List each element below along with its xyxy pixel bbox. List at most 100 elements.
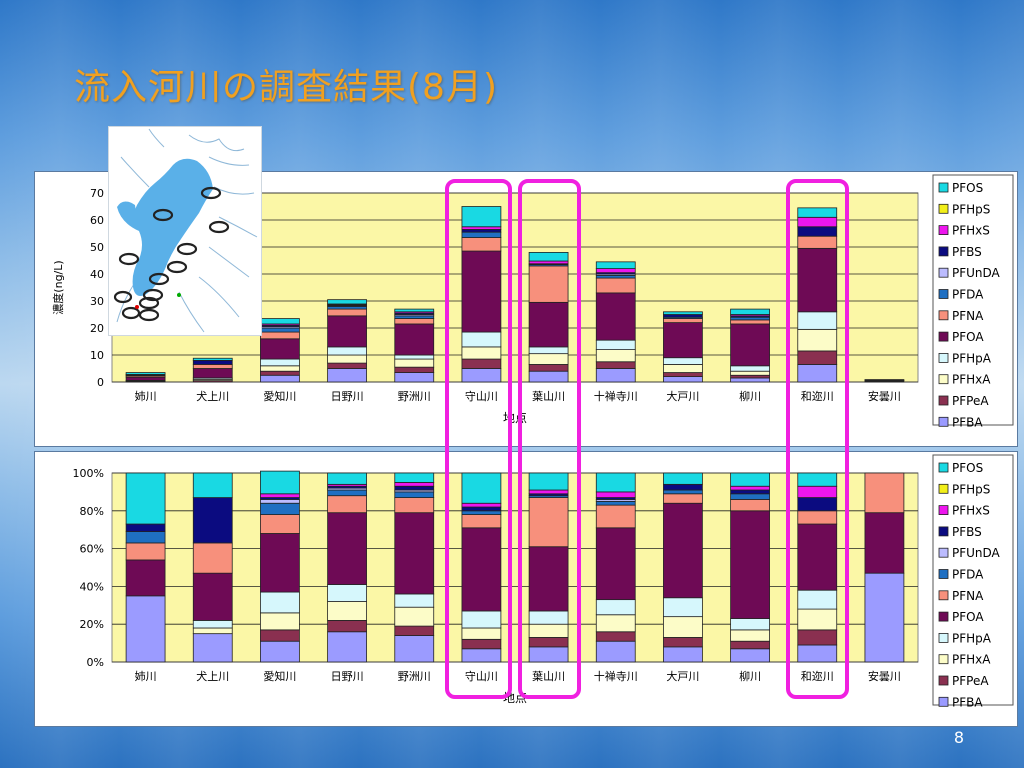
bar-echi-pfoa (260, 338, 300, 360)
bar-wani-pfos (797, 472, 838, 487)
x-tick-label: 犬上川 (196, 669, 229, 683)
bar-echi-pfda (260, 502, 300, 515)
bar-hayama-pfna (528, 265, 569, 303)
bar-anegawa-pfba (125, 595, 166, 663)
bar-yanagi-pfba (730, 648, 770, 663)
x-tick-label: 大戸川 (666, 389, 699, 403)
bar-inukami-pfos (192, 357, 233, 361)
bar-yanagi-pfna (730, 319, 770, 325)
bar-daido-pfos (663, 472, 703, 485)
bar-jyuzenji-pfhpa (595, 599, 636, 616)
bar-echi-pfba (260, 374, 300, 383)
bar-anegawa-pfda (125, 531, 166, 544)
legend-swatch-pfhpa (938, 352, 949, 363)
legend-label-pfhps: PFHpS (952, 482, 990, 496)
bar-yasu-pfhxs (394, 482, 435, 487)
plot-area (111, 472, 919, 663)
x-tick-label: 十禅寺川 (594, 389, 638, 403)
legend-label-pfhxa: PFHxA (952, 373, 991, 387)
bar-yasu-pfpea (394, 625, 435, 636)
legend-swatch-pfunda (938, 267, 949, 278)
bar-jyuzenji-pfos (595, 472, 636, 493)
x-tick-label: 安曇川 (868, 389, 901, 403)
highlight-box-moriyama (445, 179, 512, 699)
bar-yanagi-pfhxs (730, 485, 770, 491)
legend-swatch-pfos (938, 182, 949, 193)
bar-yasu-pfna (394, 497, 435, 514)
legend-swatch-pfba (938, 696, 949, 707)
bar-daido-pfbs (663, 314, 703, 318)
x-tick-label: 和迩川 (801, 669, 834, 683)
bar-hayama-pfos (528, 252, 569, 262)
bar-ado-pfna (864, 472, 905, 514)
bar-jyuzenji-pfhxa (595, 614, 636, 633)
legend-label-pfhxs: PFHxS (952, 504, 990, 518)
bar-daido-pfpea (663, 637, 703, 648)
bar-jyuzenji-pfda (595, 274, 636, 279)
y-axis-label: 濃度(ng/L) (51, 260, 65, 314)
legend-swatch-pfoa (938, 611, 949, 622)
bar-inukami-pfba (192, 633, 233, 663)
bar-echi-pfhxa (260, 365, 300, 372)
y-tick-label: 30 (90, 295, 104, 308)
bar-ado-pfoa (864, 512, 905, 574)
bar-hino-pfhxa (327, 601, 367, 621)
legend-swatch-pfunda (938, 547, 949, 558)
bar-inukami-pfbs (192, 497, 233, 544)
x-tick-label: 安曇川 (868, 669, 901, 683)
x-tick-label: 十禅寺川 (594, 669, 638, 683)
bar-anegawa-pfoa (125, 376, 166, 381)
bar-yasu-pfhxa (394, 606, 435, 627)
legend-label-pfhxs: PFHxS (952, 224, 990, 238)
bar-yasu-pfhxa (394, 358, 435, 368)
highlight-box-hayama (518, 179, 581, 699)
bar-yasu-pfhpa (394, 593, 435, 608)
bar-inukami-pfoa (192, 368, 233, 379)
bar-moriyama-pfos (461, 206, 502, 228)
legend-swatch-pfhxs (938, 505, 949, 515)
legend-label-pfunda: PFUnDA (952, 546, 1001, 560)
bar-yasu-pfba (394, 635, 435, 663)
y-tick-label: 40% (80, 580, 104, 593)
bar-jyuzenji-pfna (595, 277, 636, 294)
bar-jyuzenji-pfhxa (595, 349, 636, 363)
bar-daido-pfba (663, 646, 703, 663)
bar-daido-pfhpa (663, 597, 703, 618)
legend-label-pfda: PFDA (952, 288, 984, 302)
legend-swatch-pfda (938, 289, 949, 299)
bar-moriyama-pfos (461, 472, 502, 504)
bar-yasu-pfba (394, 372, 435, 383)
legend-swatch-pfbs (938, 246, 949, 257)
bar-wani-pfos (797, 207, 838, 218)
legend-swatch-pfpea (938, 395, 949, 406)
bar-yanagi-pfbs (730, 489, 770, 495)
legend-swatch-pfna (938, 310, 949, 321)
y-tick-label: 100% (73, 467, 104, 480)
bar-yasu-pfhpa (394, 354, 435, 360)
bar-echi-pfhxs (260, 493, 300, 498)
x-tick-label: 愛知川 (263, 389, 296, 403)
bar-jyuzenji-pfda (595, 500, 636, 506)
bar-yanagi-pfoa (730, 323, 770, 367)
bar-daido-pfbs (663, 483, 703, 491)
bar-jyuzenji-pfba (595, 368, 636, 383)
bar-yasu-pfda (394, 315, 435, 319)
bar-echi-pfhpa (260, 591, 300, 614)
legend-swatch-pfba (938, 416, 949, 427)
bar-hayama-pfos (528, 472, 569, 491)
bar-daido-pfpea (663, 372, 703, 378)
legend-label-pfhps: PFHpS (952, 202, 990, 216)
bar-echi-pfunda (260, 499, 300, 504)
y-tick-label: 0% (87, 656, 104, 669)
bar-jyuzenji-pfhpa (595, 339, 636, 350)
legend-label-pfbs: PFBS (952, 525, 982, 539)
y-tick-label: 0 (97, 376, 104, 389)
bar-yasu-pfda (394, 491, 435, 498)
x-tick-label: 柳川 (739, 669, 761, 683)
bar-daido-pfhxa (663, 364, 703, 373)
legend-label-pfhpa: PFHpA (952, 631, 992, 645)
highlight-box-wani (786, 179, 849, 699)
legend-label-pfhxa: PFHxA (952, 653, 991, 667)
bar-yanagi-pfhpa (730, 365, 770, 372)
bar-anegawa-pfoa (125, 559, 166, 597)
